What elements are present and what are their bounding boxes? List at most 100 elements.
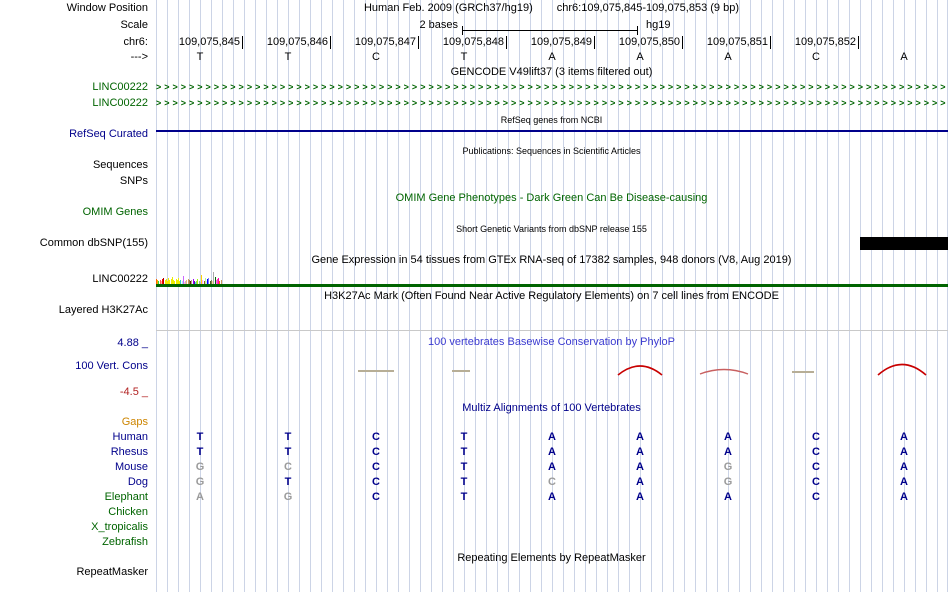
alignment-base[interactable]: A — [636, 476, 644, 488]
alignment-base[interactable]: C — [812, 446, 820, 458]
publications-sequences-label[interactable]: Sequences — [92, 159, 148, 171]
species-label[interactable]: Elephant — [104, 491, 148, 503]
species-label[interactable]: Rhesus — [110, 446, 148, 458]
h3k27ac-track-label[interactable]: Layered H3K27Ac — [58, 304, 148, 316]
gencode-item-label[interactable]: LINC00222 — [92, 81, 148, 93]
alignment-base[interactable]: A — [900, 446, 908, 458]
species-label[interactable]: Gaps — [121, 416, 148, 428]
alignment-base[interactable]: C — [548, 476, 556, 488]
alignment-base[interactable]: A — [548, 491, 556, 503]
ruler-coordinate: 109,075,847 — [332, 36, 419, 49]
gtex-tissue-bar — [174, 281, 176, 284]
gtex-tissue-bar — [207, 279, 209, 284]
species-label[interactable]: X_tropicalis — [91, 521, 148, 533]
repeatmasker-header: Repeating Elements by RepeatMasker — [457, 552, 646, 564]
alignment-base[interactable]: T — [284, 476, 292, 488]
alignment-base[interactable]: T — [460, 461, 468, 473]
alignment-base[interactable]: A — [548, 461, 556, 473]
alignment-base[interactable]: T — [460, 446, 468, 458]
gencode-transcript-arrows[interactable]: >>>>>>>>>>>>>>>>>>>>>>>>>>>>>>>>>>>>>>>>… — [156, 98, 948, 108]
ruler-coordinate: 109,075,851 — [684, 36, 771, 49]
alignment-base[interactable]: A — [548, 431, 556, 443]
ruler-base: A — [900, 51, 908, 63]
gtex-tissue-bar — [170, 279, 172, 284]
scale-bar-left-tick — [462, 26, 463, 35]
alignment-base[interactable]: T — [196, 446, 204, 458]
omim-track-label[interactable]: OMIM Genes — [82, 206, 148, 218]
alignment-base[interactable]: A — [900, 491, 908, 503]
species-label[interactable]: Zebrafish — [102, 536, 148, 548]
strand-label: ---> — [130, 51, 148, 63]
alignment-base[interactable]: G — [195, 476, 205, 488]
gtex-tissue-bar — [157, 280, 159, 284]
species-label[interactable]: Chicken — [108, 506, 148, 518]
track-display-area[interactable]: Human Feb. 2009 (GRCh37/hg19) chr6:109,07… — [156, 0, 948, 592]
alignment-base[interactable]: C — [812, 461, 820, 473]
alignment-base[interactable]: C — [372, 491, 380, 503]
repeatmasker-track-label[interactable]: RepeatMasker — [76, 566, 148, 578]
publications-snps-label[interactable]: SNPs — [119, 175, 148, 187]
alignment-base[interactable]: A — [724, 446, 732, 458]
alignment-base[interactable]: T — [284, 431, 292, 443]
species-label[interactable]: Mouse — [114, 461, 148, 473]
h3k27ac-header: H3K27Ac Mark (Often Found Near Active Re… — [324, 290, 779, 302]
alignment-base[interactable]: A — [636, 461, 644, 473]
alignment-base[interactable]: C — [284, 461, 292, 473]
gtex-tissue-bar — [197, 279, 199, 284]
alignment-base[interactable]: T — [460, 431, 468, 443]
alignment-base[interactable]: C — [372, 446, 380, 458]
alignment-base[interactable]: A — [900, 476, 908, 488]
conservation-peaks[interactable] — [156, 344, 948, 400]
conservation-min-label: -4.5 _ — [119, 386, 148, 398]
alignment-base[interactable]: C — [372, 461, 380, 473]
gtex-tissue-bar — [212, 281, 214, 284]
alignment-base[interactable]: T — [460, 476, 468, 488]
gtex-tissue-bar — [164, 280, 166, 284]
gtex-tissue-bar — [173, 280, 175, 284]
alignment-base[interactable]: A — [548, 446, 556, 458]
gtex-tissue-bar — [162, 279, 164, 284]
gtex-tissue-bar — [184, 282, 186, 284]
species-label[interactable]: Human — [112, 431, 148, 443]
refseq-track-label[interactable]: RefSeq Curated — [69, 128, 148, 140]
alignment-base[interactable]: C — [812, 476, 820, 488]
alignment-base[interactable]: T — [196, 431, 204, 443]
dbsnp-variant-box[interactable] — [860, 237, 948, 250]
alignment-base[interactable]: C — [812, 431, 820, 443]
gtex-gene-label[interactable]: LINC00222 — [92, 273, 148, 285]
gencode-item-label[interactable]: LINC00222 — [92, 97, 148, 109]
ruler-coordinate: 109,075,848 — [420, 36, 507, 49]
alignment-base[interactable]: A — [636, 431, 644, 443]
alignment-base[interactable]: T — [284, 446, 292, 458]
gencode-transcript-arrows[interactable]: >>>>>>>>>>>>>>>>>>>>>>>>>>>>>>>>>>>>>>>>… — [156, 82, 948, 92]
refseq-gene-bar[interactable] — [156, 130, 948, 132]
alignment-base[interactable]: C — [372, 476, 380, 488]
gtex-tissue-bar — [179, 281, 181, 284]
alignment-base[interactable]: A — [724, 491, 732, 503]
gencode-header: GENCODE V49lift37 (3 items filtered out) — [450, 66, 653, 78]
dbsnp-track-label[interactable]: Common dbSNP(155) — [39, 237, 148, 249]
alignment-base[interactable]: G — [723, 476, 733, 488]
gtex-tissue-bar — [199, 282, 201, 284]
gtex-tissue-bar — [202, 280, 204, 284]
gtex-tissue-bar — [190, 281, 192, 284]
alignment-base[interactable]: G — [195, 461, 205, 473]
conservation-red-peak — [617, 365, 663, 376]
alignment-base[interactable]: C — [812, 491, 820, 503]
alignment-base[interactable]: A — [900, 431, 908, 443]
species-label[interactable]: Dog — [127, 476, 148, 488]
alignment-base[interactable]: G — [283, 491, 293, 503]
alignment-base[interactable]: A — [196, 491, 204, 503]
alignment-base[interactable]: A — [636, 491, 644, 503]
alignment-base[interactable]: C — [372, 431, 380, 443]
ruler-coordinate: 109,075,846 — [244, 36, 331, 49]
gtex-gene-model-line[interactable] — [156, 284, 948, 287]
alignment-base[interactable]: A — [900, 461, 908, 473]
alignment-base[interactable]: G — [723, 461, 733, 473]
alignment-base[interactable]: A — [724, 431, 732, 443]
alignment-base[interactable]: T — [460, 491, 468, 503]
gtex-tissue-bar — [180, 280, 182, 284]
conservation-track-label[interactable]: 100 Vert. Cons — [75, 360, 148, 372]
alignment-base[interactable]: A — [636, 446, 644, 458]
gtex-expression-bars[interactable] — [156, 269, 222, 284]
